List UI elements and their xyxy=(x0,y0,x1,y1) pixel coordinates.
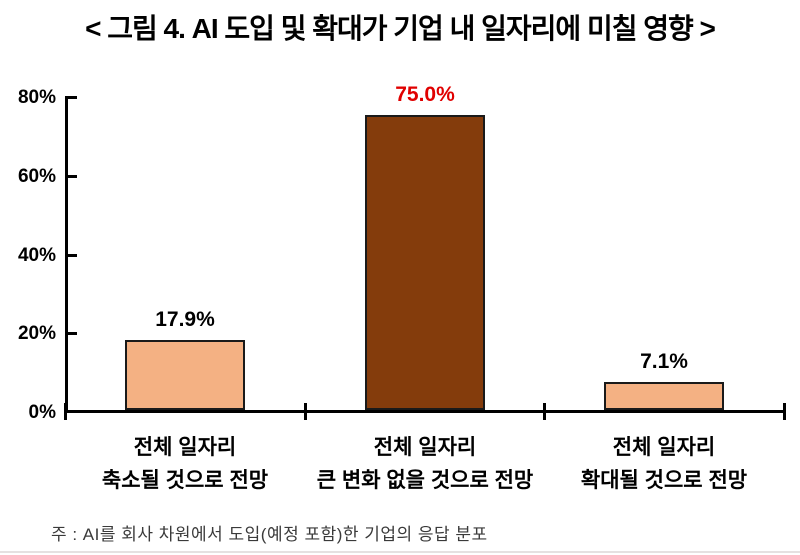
y-tick-mark xyxy=(68,96,77,99)
category-label-3-line-2: 확대될 것으로 전망 xyxy=(580,469,748,492)
x-tick-mark xyxy=(64,403,67,420)
figure-title: < 그림 4. AI 도입 및 확대가 기업 내 일자리에 미칠 영향 > xyxy=(85,13,716,44)
category-label-1-line-2: 축소될 것으로 전망 xyxy=(101,469,269,492)
value-label-1: 17.9% xyxy=(155,308,215,331)
bar-1 xyxy=(125,340,245,410)
y-tick-label: 60% xyxy=(17,165,56,187)
y-tick-mark xyxy=(68,332,77,336)
y-tick-label: 40% xyxy=(17,244,56,266)
y-tick-mark xyxy=(68,174,77,178)
source-note: 주 : AI를 회사 차원에서 도입(예정 포함)한 기업의 응답 분포 xyxy=(51,525,488,544)
x-tick-mark xyxy=(304,403,307,420)
y-tick-label: 80% xyxy=(17,87,56,108)
bottom-divider xyxy=(0,551,800,553)
y-tick-label: 20% xyxy=(17,323,56,345)
category-label-2-line-2: 큰 변화 없을 것으로 전망 xyxy=(316,469,534,492)
y-tick-mark xyxy=(68,253,77,257)
value-label-3: 7.1% xyxy=(640,350,688,373)
category-label-3-line-1: 전체 일자리 xyxy=(612,436,716,459)
y-tick-label: 0% xyxy=(28,402,56,423)
bar-3 xyxy=(604,382,724,410)
x-tick-mark xyxy=(783,403,786,420)
category-label-2-line-1: 전체 일자리 xyxy=(373,436,477,459)
bar-2 xyxy=(365,115,485,410)
category-label-1-line-1: 전체 일자리 xyxy=(133,436,237,459)
y-axis-line xyxy=(65,96,68,413)
value-label-2: 75.0% xyxy=(395,83,455,106)
x-tick-mark xyxy=(543,403,546,420)
x-axis-line xyxy=(64,410,785,413)
